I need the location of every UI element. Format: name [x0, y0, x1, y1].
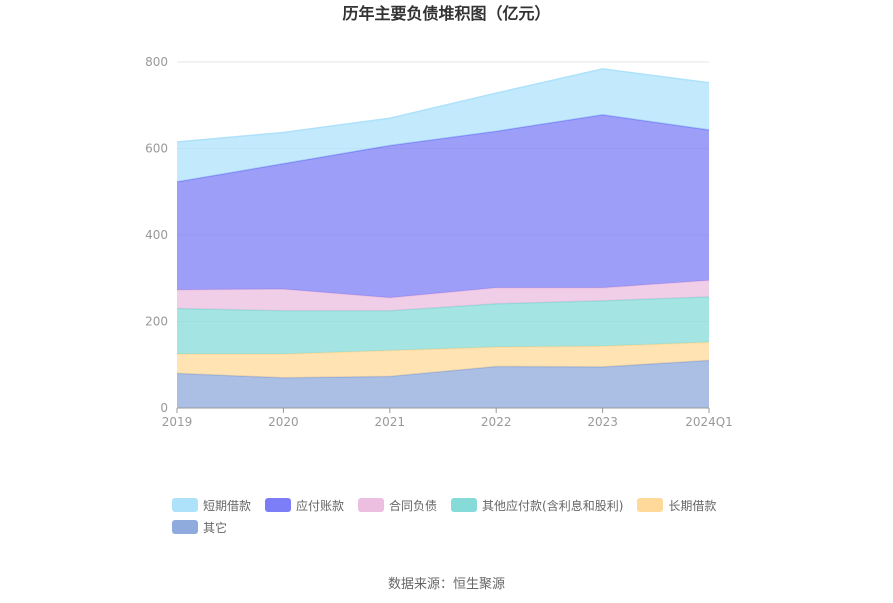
y-tick-label: 400: [145, 228, 168, 242]
legend-swatch: [358, 498, 385, 512]
area-series-1: [177, 342, 709, 378]
legend-swatch: [451, 498, 478, 512]
legend-label: 合同负债: [389, 498, 438, 513]
legend-item[interactable]: 其它: [172, 516, 227, 538]
legend-swatch: [637, 498, 664, 512]
legend-label: 短期借款: [203, 498, 252, 513]
data-source: 数据来源：恒生聚源: [387, 577, 505, 592]
series-line-2: [176, 296, 710, 312]
legend-swatch: [265, 498, 292, 512]
legend-label: 长期借款: [668, 498, 717, 513]
legend: 短期借款 应付账款 合同负债 其他应付款(含利息和股利) 长期借款其它: [172, 494, 772, 538]
legend-label: 应付账款: [296, 498, 345, 513]
legend-item[interactable]: 短期借款: [172, 494, 251, 516]
chart-title: 历年主要负债堆积图（亿元）: [342, 4, 551, 23]
x-tick-label: 2022: [481, 415, 512, 429]
y-tick-label: 600: [145, 142, 168, 156]
x-tick-label: 2020: [268, 415, 299, 429]
series-line-5: [176, 68, 710, 143]
area-series: [176, 68, 710, 408]
legend-swatch: [172, 498, 198, 512]
legend-item[interactable]: 合同负债: [358, 494, 437, 516]
x-tick-label: 2021: [375, 415, 406, 429]
x-tick-label: 2019: [162, 415, 193, 429]
legend-label: 其它: [203, 520, 228, 535]
legend-swatch: [172, 520, 198, 534]
x-tick-label: 2024Q1: [685, 415, 733, 429]
y-tick-label: 200: [145, 315, 168, 329]
area-series-0: [177, 360, 709, 408]
legend-label: 其他应付款(含利息和股利): [482, 498, 624, 513]
legend-item[interactable]: 其他应付款(含利息和股利): [451, 494, 623, 516]
y-tick-label: 800: [145, 55, 168, 69]
legend-item[interactable]: 应付账款: [265, 494, 344, 516]
legend-item[interactable]: 长期借款: [637, 494, 716, 516]
area-series-5: [177, 68, 709, 182]
axes: 0 200 400 600 800 2019 2020 2021 2022 2023 2024Q1: [145, 55, 733, 429]
area-series-4: [177, 114, 709, 298]
y-tick-label: 0: [160, 401, 168, 415]
x-tick-label: 2023: [587, 415, 618, 429]
